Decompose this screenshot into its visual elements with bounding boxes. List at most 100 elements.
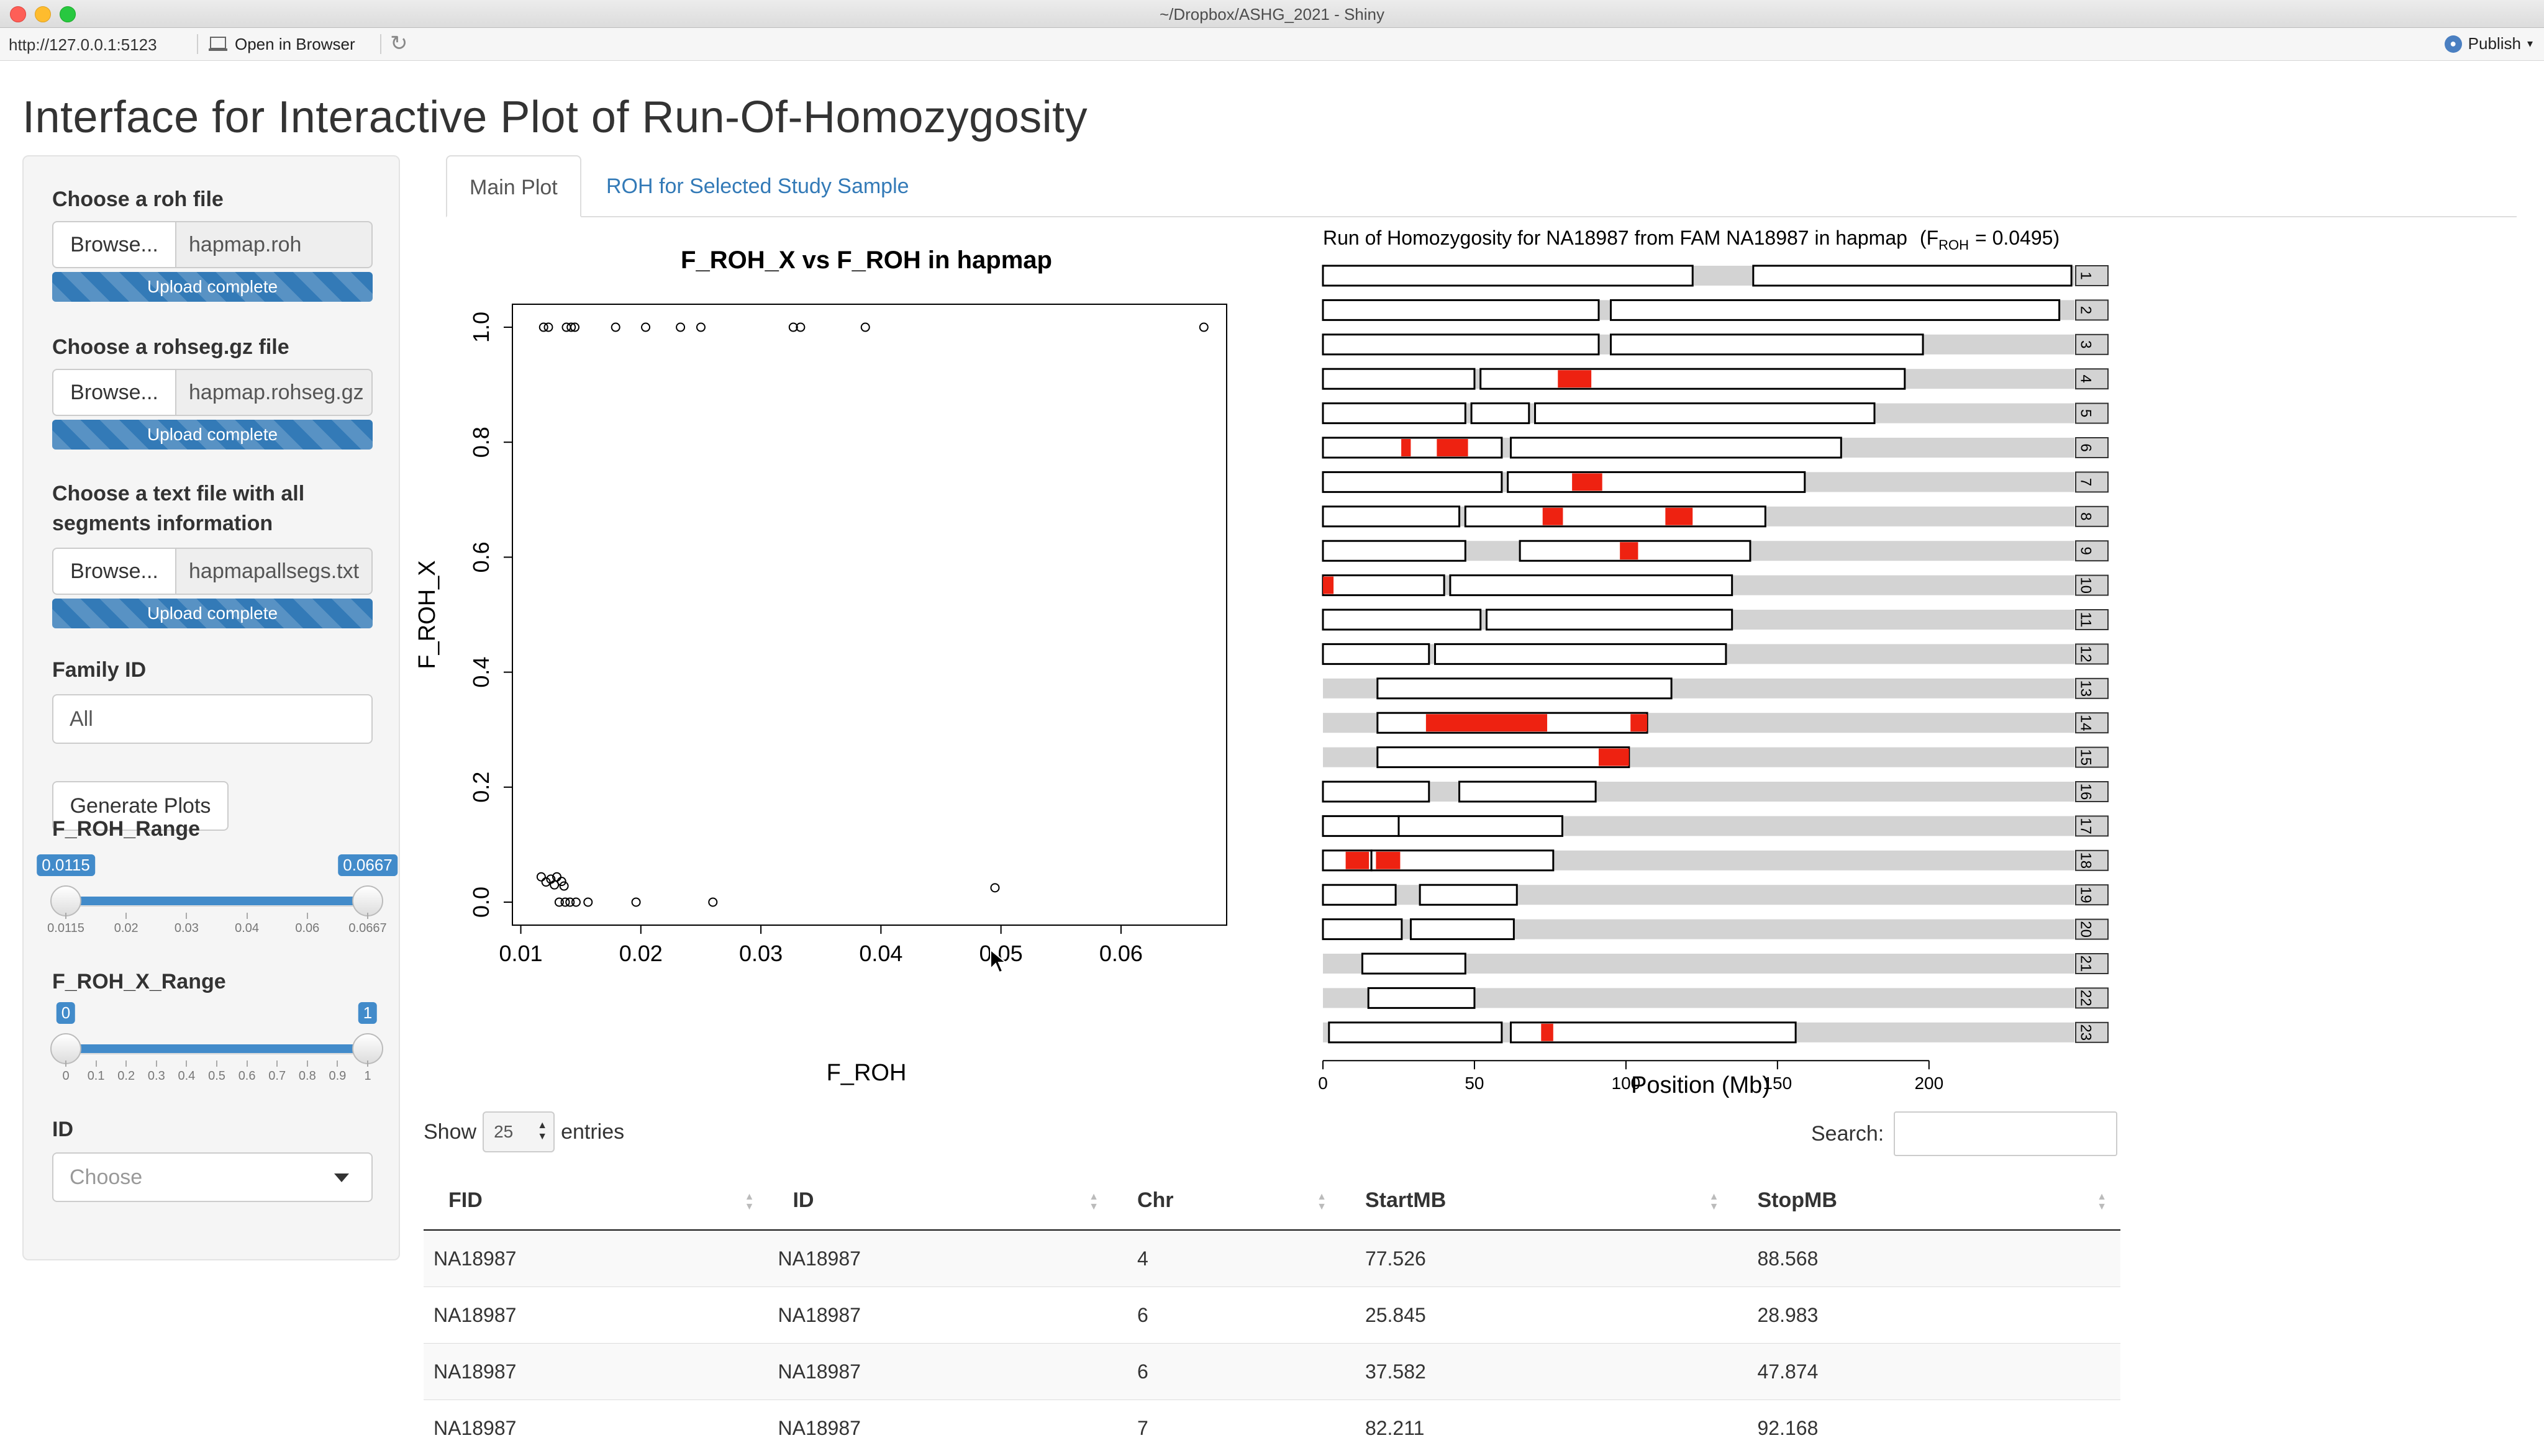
chromosome-arm — [1323, 644, 1429, 664]
table-cell-stopmb: 28.983 — [1732, 1287, 2120, 1344]
column-header-chr[interactable]: Chr▲▼ — [1112, 1171, 1340, 1230]
slider-tick-mark — [367, 1060, 368, 1067]
tab-roh-selected-sample[interactable]: ROH for Selected Study Sample — [584, 155, 932, 217]
chromosome-label: 18 — [2078, 852, 2094, 869]
chromosome-arm — [1471, 404, 1529, 423]
scatter-point — [537, 873, 545, 881]
publish-button[interactable]: ● Publish ▾ — [2445, 34, 2533, 53]
scatter-point — [1200, 323, 1208, 332]
chromosome-arm — [1511, 438, 1842, 458]
id-select[interactable]: Choose — [52, 1152, 373, 1202]
tab-main-plot[interactable]: Main Plot — [446, 155, 581, 217]
chromosome-arm — [1399, 816, 1562, 836]
window-title: ~/Dropbox/ASHG_2021 - Shiny — [0, 5, 2544, 24]
toolbar-divider — [380, 34, 381, 54]
slider-tick-label: 0.2 — [117, 1069, 135, 1083]
roh-upload-progress: Upload complete — [52, 272, 373, 302]
scatter-point — [861, 323, 870, 332]
slider-tick-mark — [156, 1060, 157, 1067]
segments-file-input: Browse... hapmapallsegs.txt — [52, 548, 373, 595]
chromosome-label: 7 — [2078, 478, 2094, 486]
toolbar-divider — [197, 34, 198, 54]
table-cell-id: NA18987 — [768, 1287, 1112, 1344]
scatter-x-label: F_ROH — [827, 1060, 907, 1086]
segments-file-label-line2: segments information — [52, 512, 273, 536]
viewer-toolbar: http://127.0.0.1:5123 Open in Browser ↻ … — [0, 28, 2544, 61]
slider-tick-mark — [186, 1060, 187, 1067]
scatter-plot-frame — [512, 304, 1227, 925]
column-header-startmb[interactable]: StartMB▲▼ — [1340, 1171, 1733, 1230]
slider-handle-max[interactable] — [352, 885, 383, 916]
column-header-stopmb[interactable]: StopMB▲▼ — [1732, 1171, 2120, 1230]
x-tick-label: 0.02 — [619, 941, 663, 966]
column-header-id[interactable]: ID▲▼ — [768, 1171, 1112, 1230]
table-cell-startmb: 37.582 — [1340, 1344, 1733, 1400]
column-header-label: StartMB — [1365, 1188, 1446, 1212]
id-label: ID — [52, 1118, 73, 1142]
roh-chromosome-plot[interactable]: Run of Homozygosity for NA18987 from FAM… — [1304, 217, 2137, 1105]
chromosome-label: 4 — [2078, 375, 2094, 383]
slider-handle-min[interactable] — [50, 885, 81, 916]
chromosome-arm — [1368, 988, 1474, 1008]
scatter-point — [632, 898, 640, 906]
table-cell-startmb: 77.526 — [1340, 1230, 1733, 1287]
rohseg-browse-button[interactable]: Browse... — [52, 369, 176, 416]
refresh-icon[interactable]: ↻ — [390, 33, 408, 54]
open-in-browser-button[interactable]: Open in Browser — [209, 34, 355, 54]
chromosome-arm — [1420, 885, 1517, 905]
roh-x-tick-label: 200 — [1914, 1074, 1943, 1093]
open-in-browser-label: Open in Browser — [235, 35, 355, 54]
slider-tick-mark — [125, 1060, 127, 1067]
slider-min-value: 0.0115 — [37, 854, 95, 876]
roh-x-tick-label: 0 — [1318, 1074, 1328, 1093]
id-select-placeholder: Choose — [70, 1165, 142, 1189]
chromosome-arm — [1460, 782, 1596, 802]
roh-browse-button[interactable]: Browse... — [52, 221, 176, 268]
sort-icon: ▲▼ — [745, 1192, 755, 1212]
roh-segment — [1426, 714, 1547, 731]
chromosome-arm — [1323, 885, 1396, 905]
table-cell-fid: NA18987 — [424, 1344, 768, 1400]
roh-segment — [1346, 852, 1370, 869]
roh-title-prefix: Run of Homozygosity for NA18987 from FAM… — [1323, 227, 1907, 249]
roh-segment — [1558, 370, 1591, 387]
chromosome-label: 2 — [2078, 306, 2094, 314]
search-label: Search: — [1811, 1122, 1884, 1146]
family-id-input[interactable]: All — [52, 694, 373, 744]
scatter-point — [612, 323, 620, 332]
froh-symbol: F — [1927, 227, 1939, 249]
segments-file-label-line1: Choose a text file with all — [52, 482, 304, 506]
chromosome-label: 6 — [2078, 443, 2094, 451]
chromosome-arm — [1323, 507, 1460, 527]
chromosome-arm — [1323, 576, 1444, 595]
column-header-fid[interactable]: FID▲▼ — [424, 1171, 768, 1230]
sort-icon: ▲▼ — [1089, 1192, 1099, 1212]
roh-plot-title: Run of Homozygosity for NA18987 from FAM… — [1323, 227, 2060, 253]
froh-open-paren: ( — [1920, 227, 1927, 249]
froh-x-range-label: F_ROH_X_Range — [52, 970, 226, 994]
url-field[interactable]: http://127.0.0.1:5123 — [9, 35, 157, 55]
roh-segment — [1401, 439, 1411, 456]
show-label: Show — [424, 1120, 476, 1144]
slider-handle-min[interactable] — [50, 1033, 81, 1064]
table-search: Search: — [1811, 1111, 2117, 1156]
slider-tick-label: 0.4 — [178, 1069, 195, 1083]
search-input[interactable] — [1894, 1111, 2117, 1156]
slider-handle-max[interactable] — [352, 1033, 383, 1064]
sort-icon: ▲▼ — [2097, 1192, 2107, 1212]
slider-tick-mark — [186, 913, 187, 919]
chromosome-arm — [1329, 1023, 1502, 1042]
chromosome-arm — [1511, 1023, 1796, 1042]
segments-browse-button[interactable]: Browse... — [52, 548, 176, 595]
entries-length-select[interactable]: 25 ▲▼ — [483, 1111, 555, 1152]
